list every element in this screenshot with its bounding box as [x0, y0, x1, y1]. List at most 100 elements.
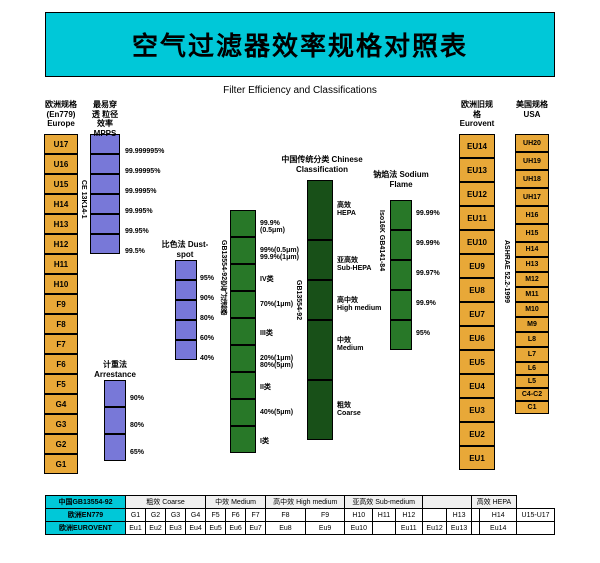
- col-eurovent: 欧洲旧规格 Eurovent EU14EU13EU12EU11EU10EU9EU…: [459, 100, 495, 470]
- cell: [175, 320, 197, 340]
- cell: [230, 399, 256, 426]
- cell: F5: [44, 374, 78, 394]
- value-label: 99.9% (0.5μm): [260, 220, 285, 234]
- col-europe: 欧洲规格 (En779) Europe U17U16U15H14H13H12H1…: [44, 100, 78, 474]
- cell: [390, 320, 412, 350]
- cell: [104, 380, 126, 407]
- cell: UH18: [515, 170, 549, 188]
- row-head: 中国GB13554-92: [46, 496, 126, 509]
- cell: G2: [146, 509, 166, 522]
- value-label: 99.5%: [125, 248, 145, 255]
- rotated-label-ashrae: ASHRAE 52.2-1999: [503, 240, 510, 303]
- subtitle: Filter Efficiency and Classifications: [0, 85, 600, 96]
- cell: [90, 234, 120, 254]
- cell: [373, 522, 396, 535]
- col-dustspot-head: 比色法 Dust-spot: [155, 240, 215, 259]
- cell: G4: [44, 394, 78, 414]
- cell: 高效 HEPA: [471, 496, 516, 509]
- cell: EU11: [459, 206, 495, 230]
- cell: H14: [44, 194, 78, 214]
- cell: EU6: [459, 326, 495, 350]
- value-label: 70%(1μm): [260, 301, 293, 308]
- value-label: IV类: [260, 274, 274, 284]
- value-label: II类: [260, 382, 271, 392]
- cell: F7: [246, 509, 266, 522]
- cell: 亚高效 Sub-medium: [345, 496, 422, 509]
- cell: 中效 Medium: [206, 496, 266, 509]
- cell: H16: [515, 206, 549, 224]
- cell: G3: [166, 509, 186, 522]
- value-label: 99.9995%: [125, 188, 157, 195]
- cell: C4-C2: [515, 388, 549, 401]
- cell: Eu2: [146, 522, 166, 535]
- cell: EU3: [459, 398, 495, 422]
- cell: Eu7: [246, 522, 266, 535]
- col-usa-head: 美国规格 USA: [515, 100, 549, 134]
- cell: Eu11: [395, 522, 422, 535]
- cell: L8: [515, 332, 549, 347]
- rotated-label-ce: CE 13K14-1: [80, 180, 87, 219]
- table-row-gb: 中国GB13554-92 粗效 Coarse 中效 Medium 高中效 Hig…: [46, 496, 555, 509]
- cell: F8: [44, 314, 78, 334]
- cell: H10: [44, 274, 78, 294]
- cell: H13: [515, 257, 549, 272]
- value-label: 99.99%: [416, 210, 440, 217]
- value-label: 99.99%: [416, 240, 440, 247]
- cell: EU9: [459, 254, 495, 278]
- cell: L6: [515, 362, 549, 375]
- cell: [390, 260, 412, 290]
- cell: [230, 264, 256, 291]
- cell: [230, 345, 256, 372]
- value-label: 高效 HEPA: [337, 200, 356, 217]
- rotated-label-iso: Iso16K GB4141-84: [378, 210, 385, 271]
- value-label: III类: [260, 328, 273, 338]
- col-arrest: 计重法 Arrestance: [104, 380, 126, 461]
- rotated-label-gbcn: GB13554-92: [295, 280, 302, 320]
- cell: L5: [515, 375, 549, 388]
- cell: [307, 280, 333, 320]
- cell: [90, 174, 120, 194]
- value-label: 80%: [130, 422, 144, 429]
- cell: Eu10: [345, 522, 373, 535]
- cell: M12: [515, 272, 549, 287]
- cell: [90, 194, 120, 214]
- value-label: 粗效 Coarse: [337, 400, 361, 417]
- cell: G1: [44, 454, 78, 474]
- value-label: 90%: [130, 395, 144, 402]
- cell: F6: [226, 509, 246, 522]
- row-head: 欧洲EUROVENT: [46, 522, 126, 535]
- cell: Eu6: [226, 522, 246, 535]
- cell: EU10: [459, 230, 495, 254]
- cell: EU1: [459, 446, 495, 470]
- cell: H15: [515, 224, 549, 242]
- rotated-label-gb: GB13554-92空气过滤器: [218, 240, 228, 315]
- col-mpps: 最易穿透 粒径效率 MPPS CE 13K14-1: [90, 100, 120, 254]
- cell: [230, 426, 256, 453]
- cell: [230, 210, 256, 237]
- col-sodium-head: 钠焰法 Sodium Flame: [366, 170, 436, 189]
- value-label: 99.995%: [125, 208, 153, 215]
- cell: [422, 509, 446, 522]
- cell: UH19: [515, 152, 549, 170]
- cell: H14: [515, 242, 549, 257]
- row-head: 欧洲EN779: [46, 509, 126, 522]
- cell: H11: [44, 254, 78, 274]
- cell: Eu1: [126, 522, 146, 535]
- cell: [230, 318, 256, 345]
- cell: U15-U17: [517, 509, 555, 522]
- cell: Eu3: [166, 522, 186, 535]
- cell: Eu13: [447, 522, 471, 535]
- cell: [390, 230, 412, 260]
- cell: H14: [480, 509, 517, 522]
- cell: UH17: [515, 188, 549, 206]
- cell: [90, 154, 120, 174]
- cell: F9: [305, 509, 345, 522]
- table-row-eurovent: 欧洲EUROVENTEu1Eu2Eu3Eu4Eu5Eu6Eu7Eu8Eu9Eu1…: [46, 522, 555, 535]
- value-label: I类: [260, 436, 269, 446]
- cell: U16: [44, 154, 78, 174]
- cell: EU7: [459, 302, 495, 326]
- cell: [390, 200, 412, 230]
- cell: EU4: [459, 374, 495, 398]
- cell: Eu14: [480, 522, 517, 535]
- cell: Eu9: [305, 522, 345, 535]
